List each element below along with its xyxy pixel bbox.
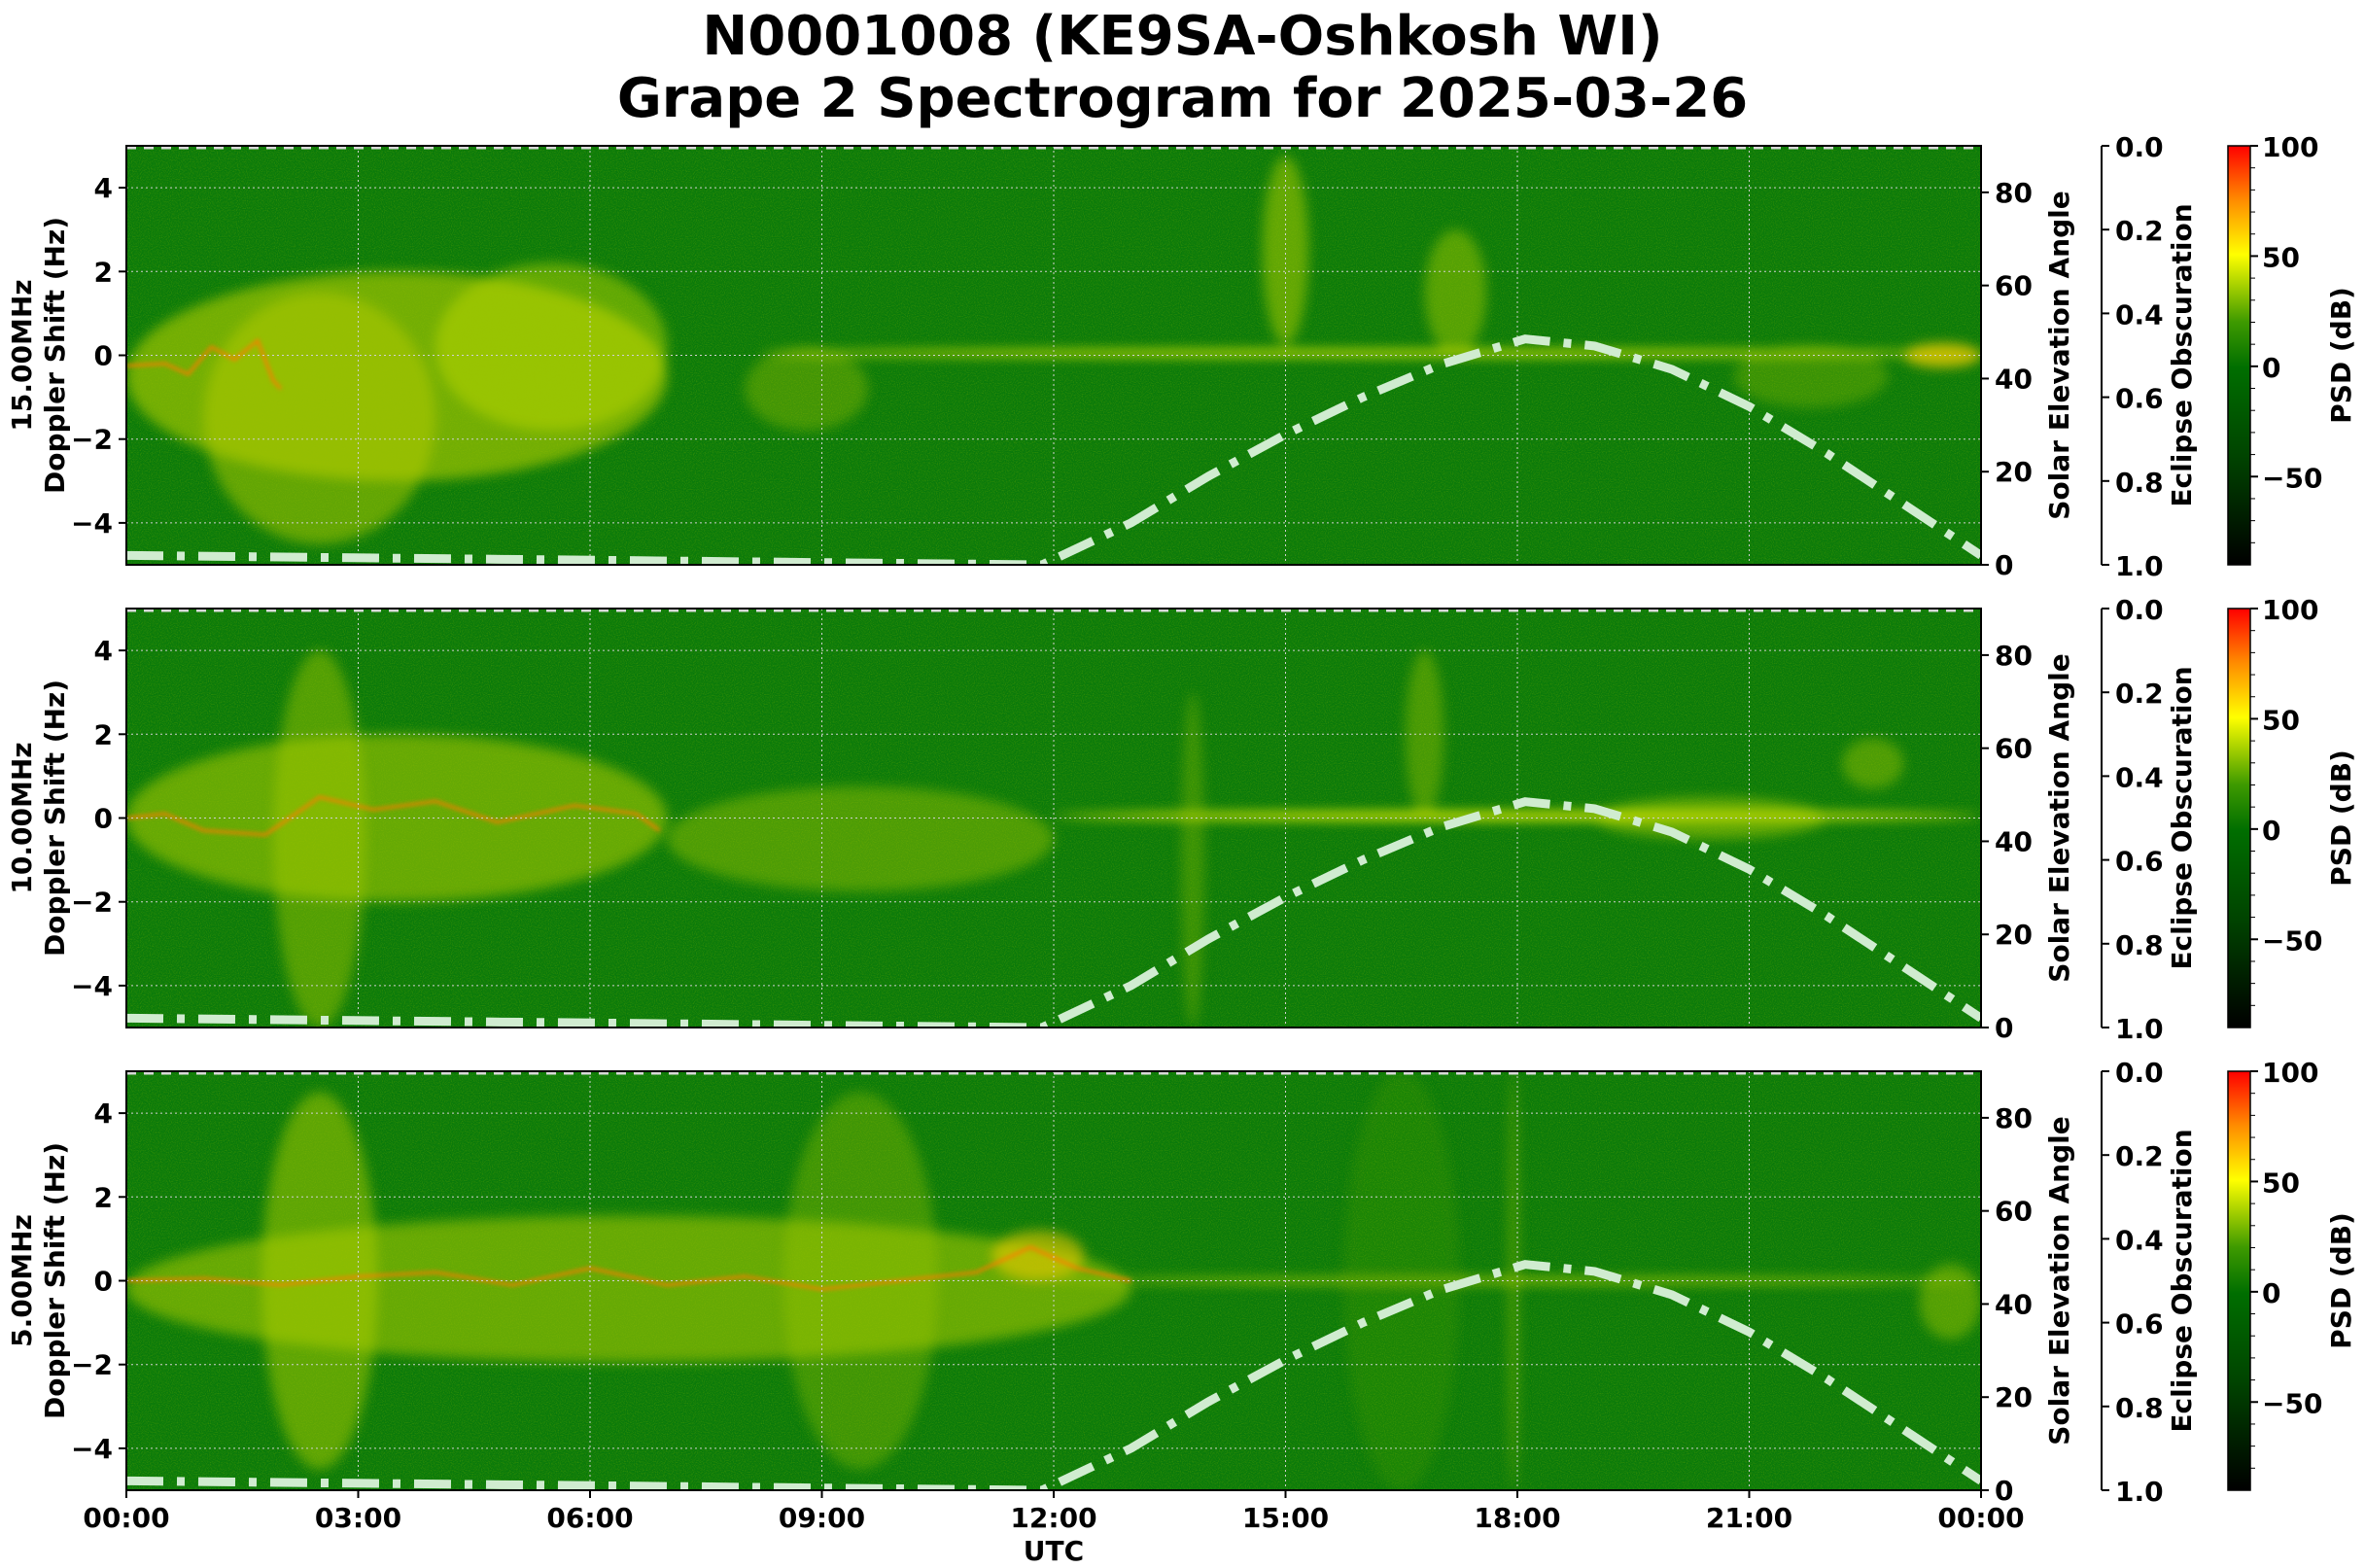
colorbar-tick: 100: [2262, 131, 2318, 163]
doppler-axis-label: 10.00MHzDoppler Shift (Hz): [6, 679, 71, 957]
eclipse-tick: 0.2: [2115, 1140, 2164, 1172]
colorbar-label: PSD (dB): [2325, 749, 2357, 887]
psd-colorbar: [2227, 145, 2251, 566]
solar-elevation-tick: 40: [1995, 363, 2033, 395]
solar-elevation-tick: 0: [1995, 1475, 2013, 1507]
y-tick-label: 0: [94, 803, 113, 835]
y-tick-label: 0: [94, 1266, 113, 1298]
x-tick-label: 15:00: [1242, 1502, 1329, 1534]
y-tick-label: 2: [94, 718, 113, 750]
colorbar-tick: 50: [2262, 704, 2300, 736]
eclipse-tick: 0.8: [2115, 929, 2164, 961]
solar-elevation-tick: 60: [1995, 270, 2033, 302]
colorbar-tick: −50: [2262, 924, 2322, 957]
colorbar-tick: 0: [2262, 815, 2280, 847]
x-axis-label: UTC: [1024, 1535, 1084, 1567]
colorbar-tick: 50: [2262, 241, 2300, 273]
x-tick-label: 18:00: [1474, 1502, 1560, 1534]
solar-elevation-tick: 80: [1995, 1102, 2033, 1134]
panel-15.00mhz: 420−2−415.00MHzDoppler Shift (Hz)0204060…: [6, 131, 2357, 582]
eclipse-tick: 0.0: [2115, 131, 2164, 163]
colorbar-tick: 0: [2262, 1277, 2280, 1309]
doppler-axis-label: 5.00MHzDoppler Shift (Hz): [6, 1142, 71, 1419]
eclipse-tick: 0.2: [2115, 215, 2164, 247]
colorbar-tick: 100: [2262, 594, 2318, 626]
solar-elevation-tick: 60: [1995, 1196, 2033, 1228]
doppler-axis-label: 15.00MHzDoppler Shift (Hz): [6, 217, 71, 494]
chart-title-line1: N0001008 (KE9SA-Oshkosh WI): [702, 5, 1663, 68]
y-tick-label: 2: [94, 256, 113, 288]
spectrogram-image: [126, 146, 1981, 565]
y-tick-label: 4: [94, 635, 113, 667]
solar-elevation-tick: 40: [1995, 825, 2033, 857]
colorbar-tick: −50: [2262, 1387, 2322, 1419]
solar-elevation-axis-label: Solar Elevation Angle: [2043, 653, 2075, 982]
x-tick-label: 12:00: [1010, 1502, 1096, 1534]
y-tick-label: 4: [94, 1098, 113, 1130]
eclipse-tick: 0.4: [2115, 761, 2164, 793]
chart-title-line2: Grape 2 Spectrogram for 2025-03-26: [616, 67, 1749, 130]
x-tick-label: 06:00: [546, 1502, 633, 1534]
psd-colorbar: [2227, 608, 2251, 1028]
y-tick-label: 2: [94, 1181, 113, 1213]
solar-elevation-tick: 0: [1995, 549, 2013, 581]
eclipse-axis-label: Eclipse Obscuration: [2166, 203, 2198, 506]
y-tick-label: −2: [71, 424, 113, 456]
solar-elevation-tick: 20: [1995, 1381, 2033, 1413]
y-tick-label: −2: [71, 1349, 113, 1381]
solar-elevation-tick: 60: [1995, 733, 2033, 765]
eclipse-axis-label: Eclipse Obscuration: [2166, 666, 2198, 969]
eclipse-tick: 0.2: [2115, 678, 2164, 710]
solar-elevation-curve: [126, 334, 1981, 565]
y-tick-label: −4: [71, 970, 113, 1002]
x-tick-label: 00:00: [1937, 1502, 2024, 1534]
eclipse-tick: 0.6: [2115, 846, 2164, 878]
solar-elevation-tick: 0: [1995, 1012, 2013, 1044]
y-tick-label: −4: [71, 507, 113, 540]
y-tick-label: 4: [94, 172, 113, 204]
spectrogram-image: [126, 1071, 1981, 1490]
solar-elevation-tick: 80: [1995, 640, 2033, 672]
solar-elevation-tick: 80: [1995, 177, 2033, 209]
eclipse-tick: 0.0: [2115, 1057, 2164, 1089]
colorbar-label: PSD (dB): [2325, 1212, 2357, 1349]
y-tick-label: −2: [71, 887, 113, 919]
eclipse-tick: 0.4: [2115, 298, 2164, 331]
colorbar-tick: 50: [2262, 1167, 2300, 1199]
panel-10.00mhz: 420−2−410.00MHzDoppler Shift (Hz)0204060…: [6, 594, 2357, 1045]
eclipse-tick: 0.8: [2115, 467, 2164, 499]
psd-colorbar: [2227, 1070, 2251, 1491]
eclipse-tick: 0.0: [2115, 594, 2164, 626]
solar-elevation-tick: 40: [1995, 1288, 2033, 1320]
solar-elevation-curve: [126, 797, 1981, 1028]
eclipse-tick: 0.4: [2115, 1224, 2164, 1256]
colorbar-label: PSD (dB): [2325, 287, 2357, 424]
solar-elevation-curve: [126, 1260, 1981, 1490]
y-tick-label: 0: [94, 340, 113, 372]
x-tick-label: 03:00: [315, 1502, 401, 1534]
eclipse-tick: 0.6: [2115, 1308, 2164, 1341]
solar-elevation-tick: 20: [1995, 456, 2033, 488]
colorbar-tick: 100: [2262, 1057, 2318, 1089]
x-tick-label: 21:00: [1706, 1502, 1792, 1534]
eclipse-tick: 1.0: [2115, 1013, 2164, 1045]
colorbar-tick: 0: [2262, 352, 2280, 384]
spectrogram-image: [126, 609, 1981, 1028]
y-tick-label: −4: [71, 1433, 113, 1465]
eclipse-tick: 0.8: [2115, 1392, 2164, 1424]
solar-elevation-tick: 20: [1995, 919, 2033, 951]
eclipse-tick: 1.0: [2115, 1476, 2164, 1508]
eclipse-axis-label: Eclipse Obscuration: [2166, 1129, 2198, 1432]
x-tick-label: 00:00: [83, 1502, 169, 1534]
panel-5.00mhz: 420−2−45.00MHzDoppler Shift (Hz)02040608…: [6, 1057, 2357, 1508]
solar-elevation-axis-label: Solar Elevation Angle: [2043, 1116, 2075, 1445]
solar-elevation-axis-label: Solar Elevation Angle: [2043, 191, 2075, 519]
eclipse-tick: 1.0: [2115, 550, 2164, 582]
eclipse-tick: 0.6: [2115, 383, 2164, 415]
colorbar-tick: −50: [2262, 462, 2322, 494]
x-tick-label: 09:00: [779, 1502, 865, 1534]
